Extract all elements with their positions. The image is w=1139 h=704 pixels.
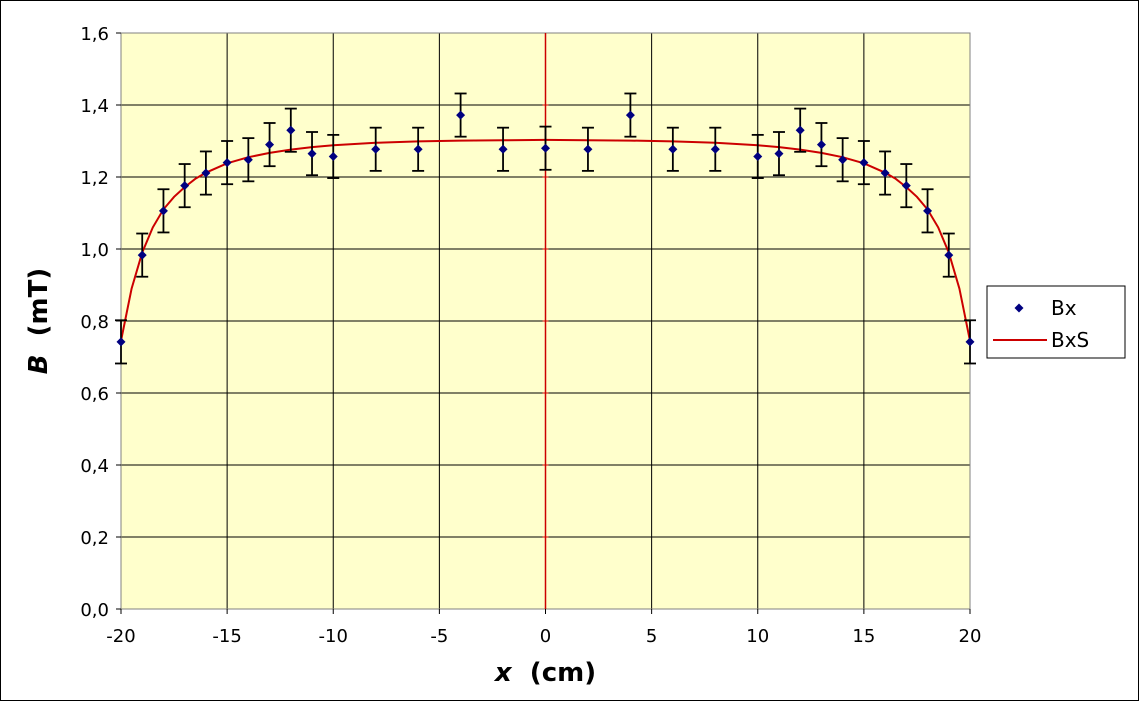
y-axis-variable: B bbox=[24, 354, 54, 374]
data-point-bx bbox=[944, 250, 954, 260]
data-point-bx bbox=[456, 110, 466, 120]
x-axis-unit: (cm) bbox=[512, 658, 596, 688]
data-point-bx bbox=[583, 144, 593, 154]
x-axis-title: x (cm) bbox=[493, 658, 596, 688]
data-point-bx bbox=[371, 144, 381, 154]
legend-marker-bx bbox=[1014, 303, 1024, 313]
legend-box bbox=[986, 285, 1126, 359]
data-point-bx bbox=[498, 144, 508, 154]
data-point-bx bbox=[541, 143, 550, 153]
x-tick-label: -20 bbox=[106, 626, 135, 647]
x-tick-label: -10 bbox=[319, 626, 348, 647]
data-point-bx bbox=[222, 158, 232, 168]
legend-label-bx: Bx bbox=[1051, 296, 1077, 320]
data-point-bx bbox=[116, 337, 126, 347]
data-point-bx bbox=[180, 181, 190, 191]
x-tick-label: 0 bbox=[540, 626, 551, 647]
y-tick-label: 1,6 bbox=[80, 24, 109, 45]
y-tick-label: 0,6 bbox=[80, 384, 109, 405]
data-point-bx bbox=[158, 206, 168, 216]
data-point-bx bbox=[625, 110, 635, 120]
x-tick-label: -5 bbox=[430, 626, 448, 647]
data-point-bx bbox=[753, 151, 763, 161]
data-point-bx bbox=[859, 158, 869, 168]
data-point-bx bbox=[328, 151, 338, 161]
y-tick-label: 0,2 bbox=[80, 528, 109, 549]
data-point-bx bbox=[668, 144, 678, 154]
data-point-bx bbox=[243, 155, 253, 165]
data-point-bx bbox=[880, 168, 890, 178]
data-point-bx bbox=[965, 337, 975, 347]
y-axis-title: B (mT) bbox=[24, 268, 54, 375]
data-point-bx bbox=[137, 250, 147, 260]
y-tick-label: 0,8 bbox=[80, 312, 109, 333]
data-point-bx bbox=[774, 149, 784, 159]
x-tick-label: 10 bbox=[746, 626, 769, 647]
x-tick-label: 15 bbox=[852, 626, 875, 647]
data-point-bx bbox=[710, 144, 720, 154]
x-tick-label: 20 bbox=[959, 626, 982, 647]
data-point-bx bbox=[201, 168, 211, 178]
data-point-bx bbox=[265, 140, 275, 150]
data-point-bx bbox=[286, 125, 296, 135]
data-point-bx bbox=[901, 181, 911, 191]
x-axis-variable: x bbox=[493, 658, 513, 688]
x-tick-label: 5 bbox=[646, 626, 657, 647]
data-point-bx bbox=[838, 155, 848, 165]
data-point-bx bbox=[307, 149, 317, 159]
y-axis-unit: (mT) bbox=[24, 268, 54, 355]
data-point-bx bbox=[795, 125, 805, 135]
legend-label-bxs: BxS bbox=[1051, 328, 1089, 352]
y-tick-label: 1,0 bbox=[80, 240, 109, 261]
data-point-bx bbox=[923, 206, 933, 216]
x-tick-label: -15 bbox=[212, 626, 241, 647]
data-point-bx bbox=[413, 144, 423, 154]
y-tick-label: 0,0 bbox=[80, 600, 109, 621]
y-tick-label: 1,2 bbox=[80, 168, 109, 189]
y-tick-label: 0,4 bbox=[80, 456, 109, 477]
y-tick-label: 1,4 bbox=[80, 96, 109, 117]
data-point-bx bbox=[816, 140, 826, 150]
